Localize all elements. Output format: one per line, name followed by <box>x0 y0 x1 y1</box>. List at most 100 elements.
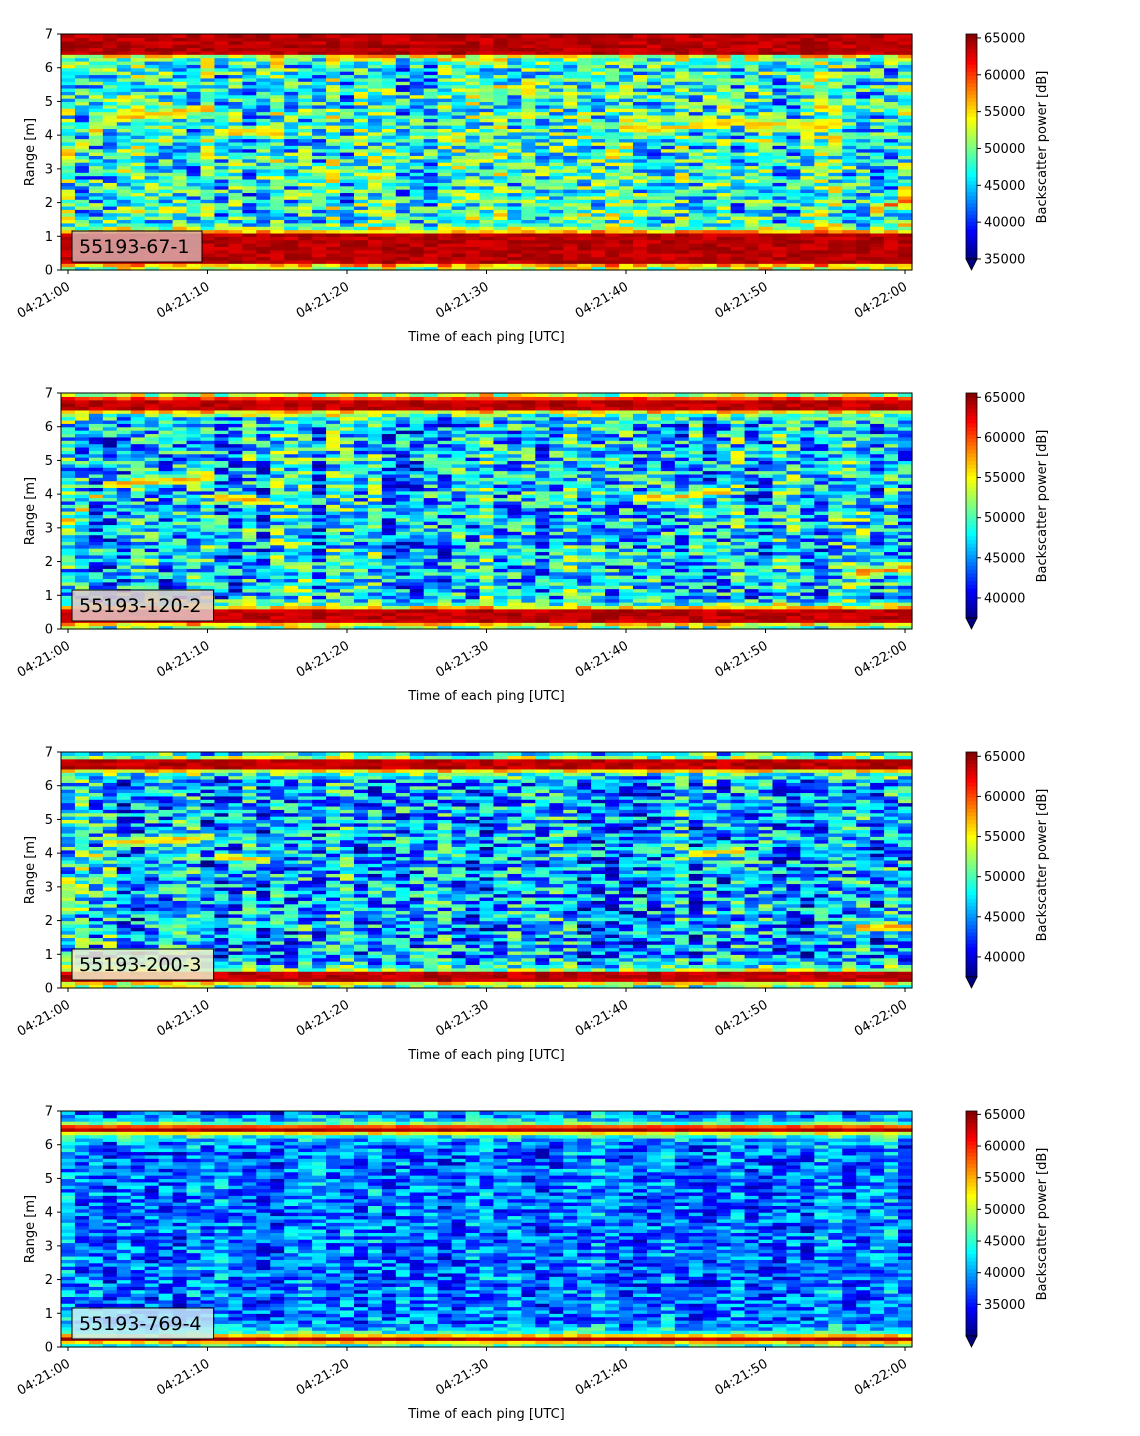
heatmap-cell <box>521 236 536 240</box>
heatmap-cell <box>270 189 285 193</box>
heatmap-cell <box>61 406 76 410</box>
heatmap-cell <box>284 236 299 240</box>
heatmap-cell <box>145 548 160 552</box>
heatmap-cell <box>438 118 453 122</box>
heatmap-cell <box>675 165 690 169</box>
heatmap-cell <box>396 142 411 146</box>
heatmap-cell <box>800 213 815 217</box>
heatmap-cell <box>89 165 104 169</box>
colorbar-segment <box>966 192 977 196</box>
colorbar-segment <box>966 237 977 241</box>
heatmap-cell <box>828 260 843 264</box>
heatmap-cell <box>89 34 104 38</box>
heatmap-cell <box>75 406 90 410</box>
heatmap-cell <box>591 71 606 75</box>
heatmap-cell <box>772 189 787 193</box>
heatmap-cell <box>717 71 732 75</box>
colorbar-segment <box>966 132 977 136</box>
heatmap-cell <box>103 142 118 146</box>
heatmap-cell <box>466 236 481 240</box>
heatmap-cell <box>131 189 146 193</box>
heatmap-cell <box>159 501 174 505</box>
heatmap-cell <box>340 34 355 38</box>
heatmap-cell <box>410 118 425 122</box>
heatmap-cell <box>856 165 871 169</box>
heatmap-cell <box>284 95 299 99</box>
heatmap-cell <box>173 501 188 505</box>
heatmap-cell <box>856 118 871 122</box>
heatmap-cell <box>577 260 592 264</box>
heatmap-cell <box>368 118 383 122</box>
heatmap-cell <box>410 142 425 146</box>
heatmap-cell <box>214 189 229 193</box>
heatmap-cell <box>201 71 216 75</box>
heatmap-cell <box>368 47 383 51</box>
heatmap-cell <box>410 165 425 169</box>
heatmap-cell <box>884 236 899 240</box>
colorbar-segment <box>966 90 977 94</box>
heatmap-cell <box>703 189 718 193</box>
heatmap-cell <box>661 95 676 99</box>
heatmap-cell <box>340 213 355 217</box>
heatmap-cell <box>884 142 899 146</box>
heatmap-cell <box>228 34 243 38</box>
heatmap-cell <box>270 165 285 169</box>
heatmap-cell <box>828 142 843 146</box>
colorbar-segment <box>966 210 977 214</box>
heatmap-cell <box>410 71 425 75</box>
heatmap-cell <box>75 118 90 122</box>
heatmap-cell <box>856 95 871 99</box>
heatmap-cell <box>507 236 522 240</box>
heatmap-cell <box>214 47 229 51</box>
heatmap-cell <box>214 34 229 38</box>
heatmap-cell <box>410 236 425 240</box>
heatmap-cell <box>368 142 383 146</box>
heatmap-cell <box>131 406 146 410</box>
heatmap-cell <box>145 430 160 434</box>
heatmap-cell <box>424 118 439 122</box>
heatmap-cell <box>452 34 467 38</box>
heatmap-cell <box>842 34 857 38</box>
heatmap-cell <box>201 34 216 38</box>
heatmap-cell <box>786 34 801 38</box>
heatmap-cell <box>75 95 90 99</box>
heatmap-cell <box>354 213 369 217</box>
heatmap-cell <box>689 213 704 217</box>
heatmap-cell <box>647 189 662 193</box>
heatmap-cell <box>535 260 550 264</box>
heatmap-cell <box>103 430 118 434</box>
heatmap-cell <box>563 71 578 75</box>
heatmap-cell <box>131 95 146 99</box>
heatmap-cell <box>214 213 229 217</box>
heatmap-cell <box>814 34 829 38</box>
heatmap-cell <box>605 260 620 264</box>
heatmap-cell <box>759 118 774 122</box>
heatmap-cell <box>717 47 732 51</box>
heatmap-cell <box>800 34 815 38</box>
heatmap-cell <box>814 142 829 146</box>
heatmap-cell <box>675 142 690 146</box>
heatmap-cell <box>549 189 564 193</box>
heatmap-cell <box>759 47 774 51</box>
heatmap-cell <box>117 118 132 122</box>
heatmap-cell <box>382 165 397 169</box>
heatmap-cell <box>563 95 578 99</box>
heatmap-cell <box>577 118 592 122</box>
heatmap-cell <box>507 142 522 146</box>
heatmap-cell <box>228 236 243 240</box>
heatmap-cell <box>772 95 787 99</box>
heatmap-cell <box>284 189 299 193</box>
heatmap-cell <box>159 71 174 75</box>
heatmap-cell <box>326 165 341 169</box>
heatmap-cell <box>131 524 146 528</box>
heatmap-cell <box>870 165 885 169</box>
heatmap-cell <box>521 189 536 193</box>
heatmap-cell <box>493 47 508 51</box>
heatmap-cell <box>480 95 495 99</box>
heatmap-cell <box>466 34 481 38</box>
heatmap-cell <box>633 260 648 264</box>
heatmap-cell <box>326 118 341 122</box>
heatmap-cell <box>103 524 118 528</box>
heatmap-cell <box>870 260 885 264</box>
heatmap-cell <box>256 213 271 217</box>
